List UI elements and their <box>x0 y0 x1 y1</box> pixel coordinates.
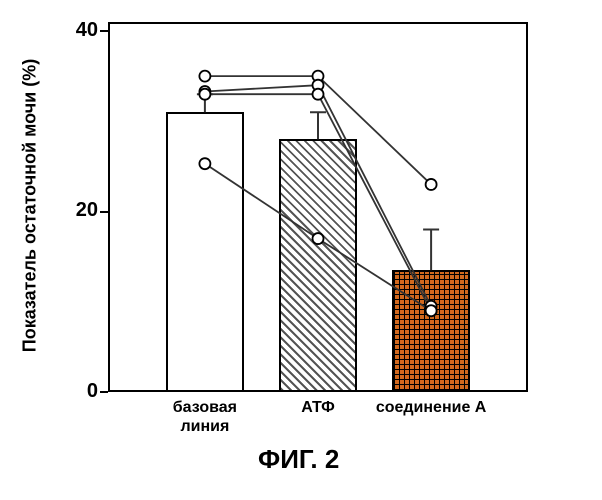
y-tick-mark <box>100 211 108 213</box>
bar-1 <box>279 139 357 392</box>
figure-label: ФИГ. 2 <box>258 444 339 475</box>
y-tick-label: 0 <box>87 380 98 403</box>
bar-0 <box>166 112 244 392</box>
y-tick-label: 40 <box>76 19 98 42</box>
bar-2 <box>392 270 470 392</box>
x-category-label: соединение А <box>361 398 501 417</box>
y-tick-label: 20 <box>76 199 98 222</box>
y-tick-mark <box>100 30 108 32</box>
y-tick-mark <box>100 391 108 393</box>
y-axis-label: Показатель остаточной мочи (%) <box>20 46 41 366</box>
